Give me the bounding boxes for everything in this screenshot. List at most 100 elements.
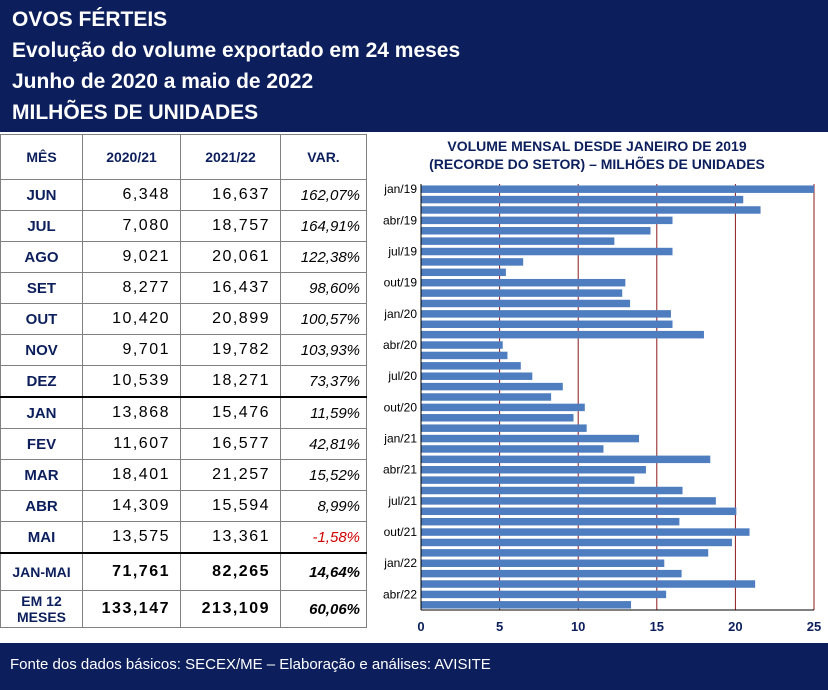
header-unit: MILHÕES DE UNIDADES bbox=[12, 101, 259, 124]
table-row: ABR 14,309 15,594 8,99% bbox=[0, 490, 367, 522]
bar bbox=[421, 247, 673, 256]
variation-cell: 11,59% bbox=[280, 396, 367, 429]
value-2021-22-cell: 15,594 bbox=[180, 490, 281, 522]
value-2021-22-cell: 20,061 bbox=[180, 241, 281, 273]
bar bbox=[421, 590, 667, 599]
value-2021-22-cell: 213,109 bbox=[180, 590, 281, 628]
value-2021-22-cell: 82,265 bbox=[180, 552, 281, 591]
variation-cell: 122,38% bbox=[280, 241, 367, 273]
y-tick-label: abr/19 bbox=[383, 213, 417, 227]
footer-source: Fonte dos dados básicos: SECEX/ME – Elab… bbox=[10, 656, 491, 673]
bar bbox=[421, 445, 604, 453]
bar bbox=[421, 320, 673, 329]
bar bbox=[421, 330, 704, 339]
table-row: MAR 18,401 21,257 15,52% bbox=[0, 459, 367, 491]
y-tick-label: abr/22 bbox=[383, 587, 417, 601]
export-table: MÊS 2020/21 2021/22 VAR. JUN 6,348 16,637 1… bbox=[0, 134, 367, 628]
month-cell: MAI bbox=[0, 521, 83, 554]
bar bbox=[421, 268, 506, 277]
bar bbox=[421, 455, 711, 464]
bar bbox=[421, 258, 524, 266]
y-tick-label: jul/20 bbox=[387, 369, 417, 383]
col-header-2021-22: 2021/22 bbox=[180, 134, 281, 180]
bar bbox=[421, 310, 671, 318]
y-tick-label: out/21 bbox=[384, 525, 418, 539]
y-tick-label: out/20 bbox=[384, 400, 418, 414]
value-2020-21-cell: 133,147 bbox=[82, 590, 181, 628]
y-tick-label: jan/21 bbox=[383, 432, 417, 446]
variation-cell: 164,91% bbox=[280, 210, 367, 242]
table-header-row: MÊS 2020/21 2021/22 VAR. bbox=[0, 134, 367, 180]
variation-cell: 98,60% bbox=[280, 272, 367, 304]
bar bbox=[421, 195, 744, 204]
value-2021-22-cell: 18,271 bbox=[180, 365, 281, 398]
x-tick-label: 0 bbox=[417, 619, 424, 634]
bar bbox=[421, 351, 508, 360]
month-cell: AGO bbox=[0, 241, 83, 273]
value-2020-21-cell: 71,761 bbox=[82, 552, 181, 591]
value-2020-21-cell: 7,080 bbox=[82, 210, 181, 242]
variation-cell: 60,06% bbox=[280, 590, 367, 628]
variation-cell: 100,57% bbox=[280, 303, 367, 335]
table-row: SET 8,277 16,437 98,60% bbox=[0, 272, 367, 304]
table-row: JUN 6,348 16,637 162,07% bbox=[0, 179, 367, 211]
month-cell: NOV bbox=[0, 334, 83, 366]
bar bbox=[421, 341, 503, 349]
header-subtitle: Evolução do volume exportado em 24 meses bbox=[12, 39, 461, 62]
value-2020-21-cell: 9,701 bbox=[82, 334, 181, 366]
value-2020-21-cell: 6,348 bbox=[82, 179, 181, 211]
header-banner: OVOS FÉRTEIS Evolução do volume exportad… bbox=[0, 0, 828, 132]
y-tick-label: jan/19 bbox=[383, 182, 417, 196]
bar bbox=[421, 549, 709, 557]
bar bbox=[421, 289, 623, 297]
y-tick-label: abr/21 bbox=[383, 463, 417, 477]
y-tick-label: jul/21 bbox=[387, 494, 417, 508]
y-tick-label: jul/19 bbox=[387, 245, 417, 259]
bar bbox=[421, 414, 574, 422]
month-cell: JAN-MAI bbox=[0, 552, 83, 591]
variation-cell: 103,93% bbox=[280, 334, 367, 366]
bar bbox=[421, 206, 761, 214]
month-cell: DEZ bbox=[0, 365, 83, 398]
bar bbox=[421, 476, 635, 484]
bar bbox=[421, 434, 640, 443]
y-tick-label: out/19 bbox=[384, 276, 418, 290]
bar-chart: jan/19 abr/19 jul/19 out/19 jan/20 abr/20 jul/… bbox=[383, 182, 821, 634]
bar bbox=[421, 362, 521, 370]
value-2021-22-cell: 13,361 bbox=[180, 521, 281, 554]
bar bbox=[421, 517, 680, 526]
bar bbox=[421, 569, 682, 578]
variation-cell: -1,58% bbox=[280, 521, 367, 554]
total-row: JAN-MAI 71,761 82,265 14,64% bbox=[0, 552, 367, 591]
y-tick-label: jan/20 bbox=[383, 307, 417, 321]
bar bbox=[421, 538, 732, 547]
bar bbox=[421, 372, 533, 380]
x-tick-label: 15 bbox=[650, 619, 664, 634]
value-2020-21-cell: 13,868 bbox=[82, 396, 181, 429]
bar bbox=[421, 497, 716, 505]
bar bbox=[421, 185, 814, 193]
bar bbox=[421, 580, 756, 588]
value-2020-21-cell: 11,607 bbox=[82, 428, 181, 460]
bar bbox=[421, 393, 552, 401]
table-row: AGO 9,021 20,061 122,38% bbox=[0, 241, 367, 273]
bar bbox=[421, 465, 646, 474]
bar bbox=[421, 278, 626, 287]
col-header-var: VAR. bbox=[280, 134, 367, 180]
table-row: NOV 9,701 19,782 103,93% bbox=[0, 334, 367, 366]
table-body: JUN 6,348 16,637 162,07% JUL 7,080 18,757 164,9… bbox=[0, 179, 367, 628]
value-2021-22-cell: 18,757 bbox=[180, 210, 281, 242]
bar bbox=[421, 507, 737, 516]
value-2021-22-cell: 16,577 bbox=[180, 428, 281, 460]
month-cell: FEV bbox=[0, 428, 83, 460]
y-tick-label: abr/20 bbox=[383, 338, 417, 352]
chart-title-block: VOLUME MENSAL DESDE JANEIRO DE 2019 (REC… bbox=[370, 137, 824, 173]
bar bbox=[421, 486, 683, 495]
variation-cell: 15,52% bbox=[280, 459, 367, 491]
variation-cell: 162,07% bbox=[280, 179, 367, 211]
chart-subtitle: (RECORDE DO SETOR) – MILHÕES DE UNIDADES bbox=[429, 156, 765, 172]
bar bbox=[421, 237, 615, 245]
value-2021-22-cell: 15,476 bbox=[180, 396, 281, 429]
month-cell: OUT bbox=[0, 303, 83, 335]
value-2021-22-cell: 16,637 bbox=[180, 179, 281, 211]
